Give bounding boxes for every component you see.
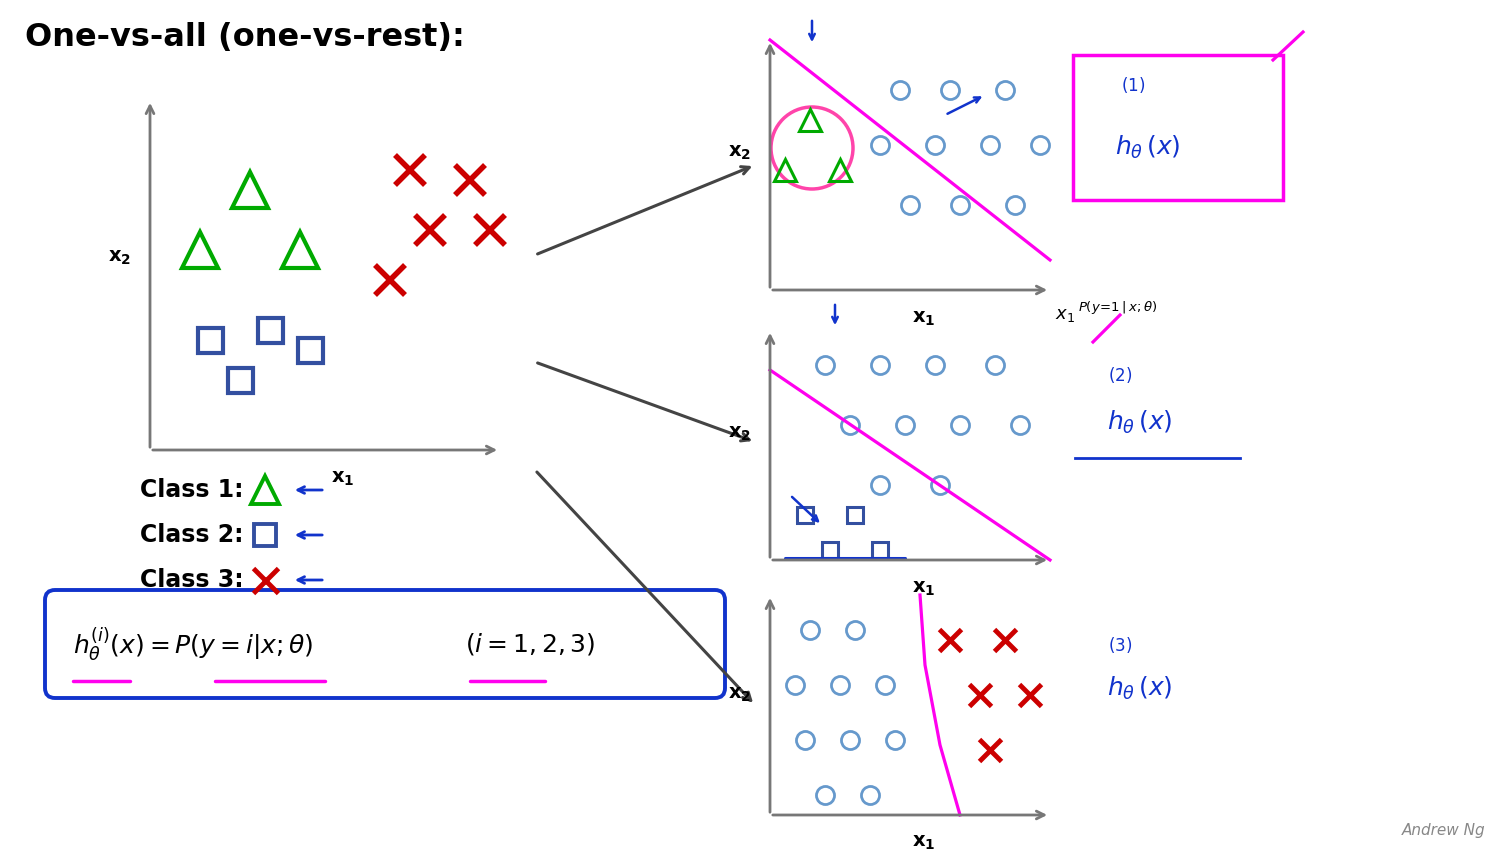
Text: $h_\theta\,(x)$: $h_\theta\,(x)$	[1107, 674, 1173, 701]
Text: $P(y\!=\!1\,|\,x;\theta)$: $P(y\!=\!1\,|\,x;\theta)$	[1078, 299, 1157, 316]
Text: $\mathbf{x_2}$: $\mathbf{x_2}$	[728, 424, 752, 443]
Text: $\mathbf{x_2}$: $\mathbf{x_2}$	[109, 248, 131, 267]
Text: $h_\theta\,(x)$: $h_\theta\,(x)$	[1107, 408, 1173, 435]
Text: Class 3:: Class 3:	[140, 568, 243, 592]
Text: Andrew Ng: Andrew Ng	[1401, 823, 1484, 838]
FancyBboxPatch shape	[45, 590, 725, 698]
Text: Class 1:: Class 1:	[140, 478, 243, 502]
Text: $h_\theta^{(i)}(x) = P(y = i|x;\theta)$: $h_\theta^{(i)}(x) = P(y = i|x;\theta)$	[72, 625, 314, 663]
FancyBboxPatch shape	[1074, 55, 1284, 200]
Text: $\mathbf{x_1}$: $\mathbf{x_1}$	[912, 309, 936, 327]
Text: Class 2:: Class 2:	[140, 523, 243, 547]
Text: $(i = 1, 2, 3)$: $(i = 1, 2, 3)$	[465, 631, 595, 657]
Text: One-vs-all (one-vs-rest):: One-vs-all (one-vs-rest):	[26, 22, 465, 53]
Text: $(1)$: $(1)$	[1120, 75, 1145, 95]
Text: $\mathbf{x_1}$: $\mathbf{x_1}$	[331, 468, 355, 488]
Text: $(2)$: $(2)$	[1108, 365, 1132, 385]
Text: $\mathbf{x_2}$: $\mathbf{x_2}$	[728, 143, 752, 162]
Text: $\mathbf{x_1}$: $\mathbf{x_1}$	[912, 834, 936, 850]
Text: $\mathbf{x_1}$: $\mathbf{x_1}$	[912, 579, 936, 598]
Text: $\mathbf{x_2}$: $\mathbf{x_2}$	[728, 684, 752, 704]
Text: $x_1$: $x_1$	[1055, 306, 1075, 324]
Text: $h_\theta\,(x)$: $h_\theta\,(x)$	[1116, 133, 1181, 161]
Text: $(3)$: $(3)$	[1108, 635, 1132, 655]
